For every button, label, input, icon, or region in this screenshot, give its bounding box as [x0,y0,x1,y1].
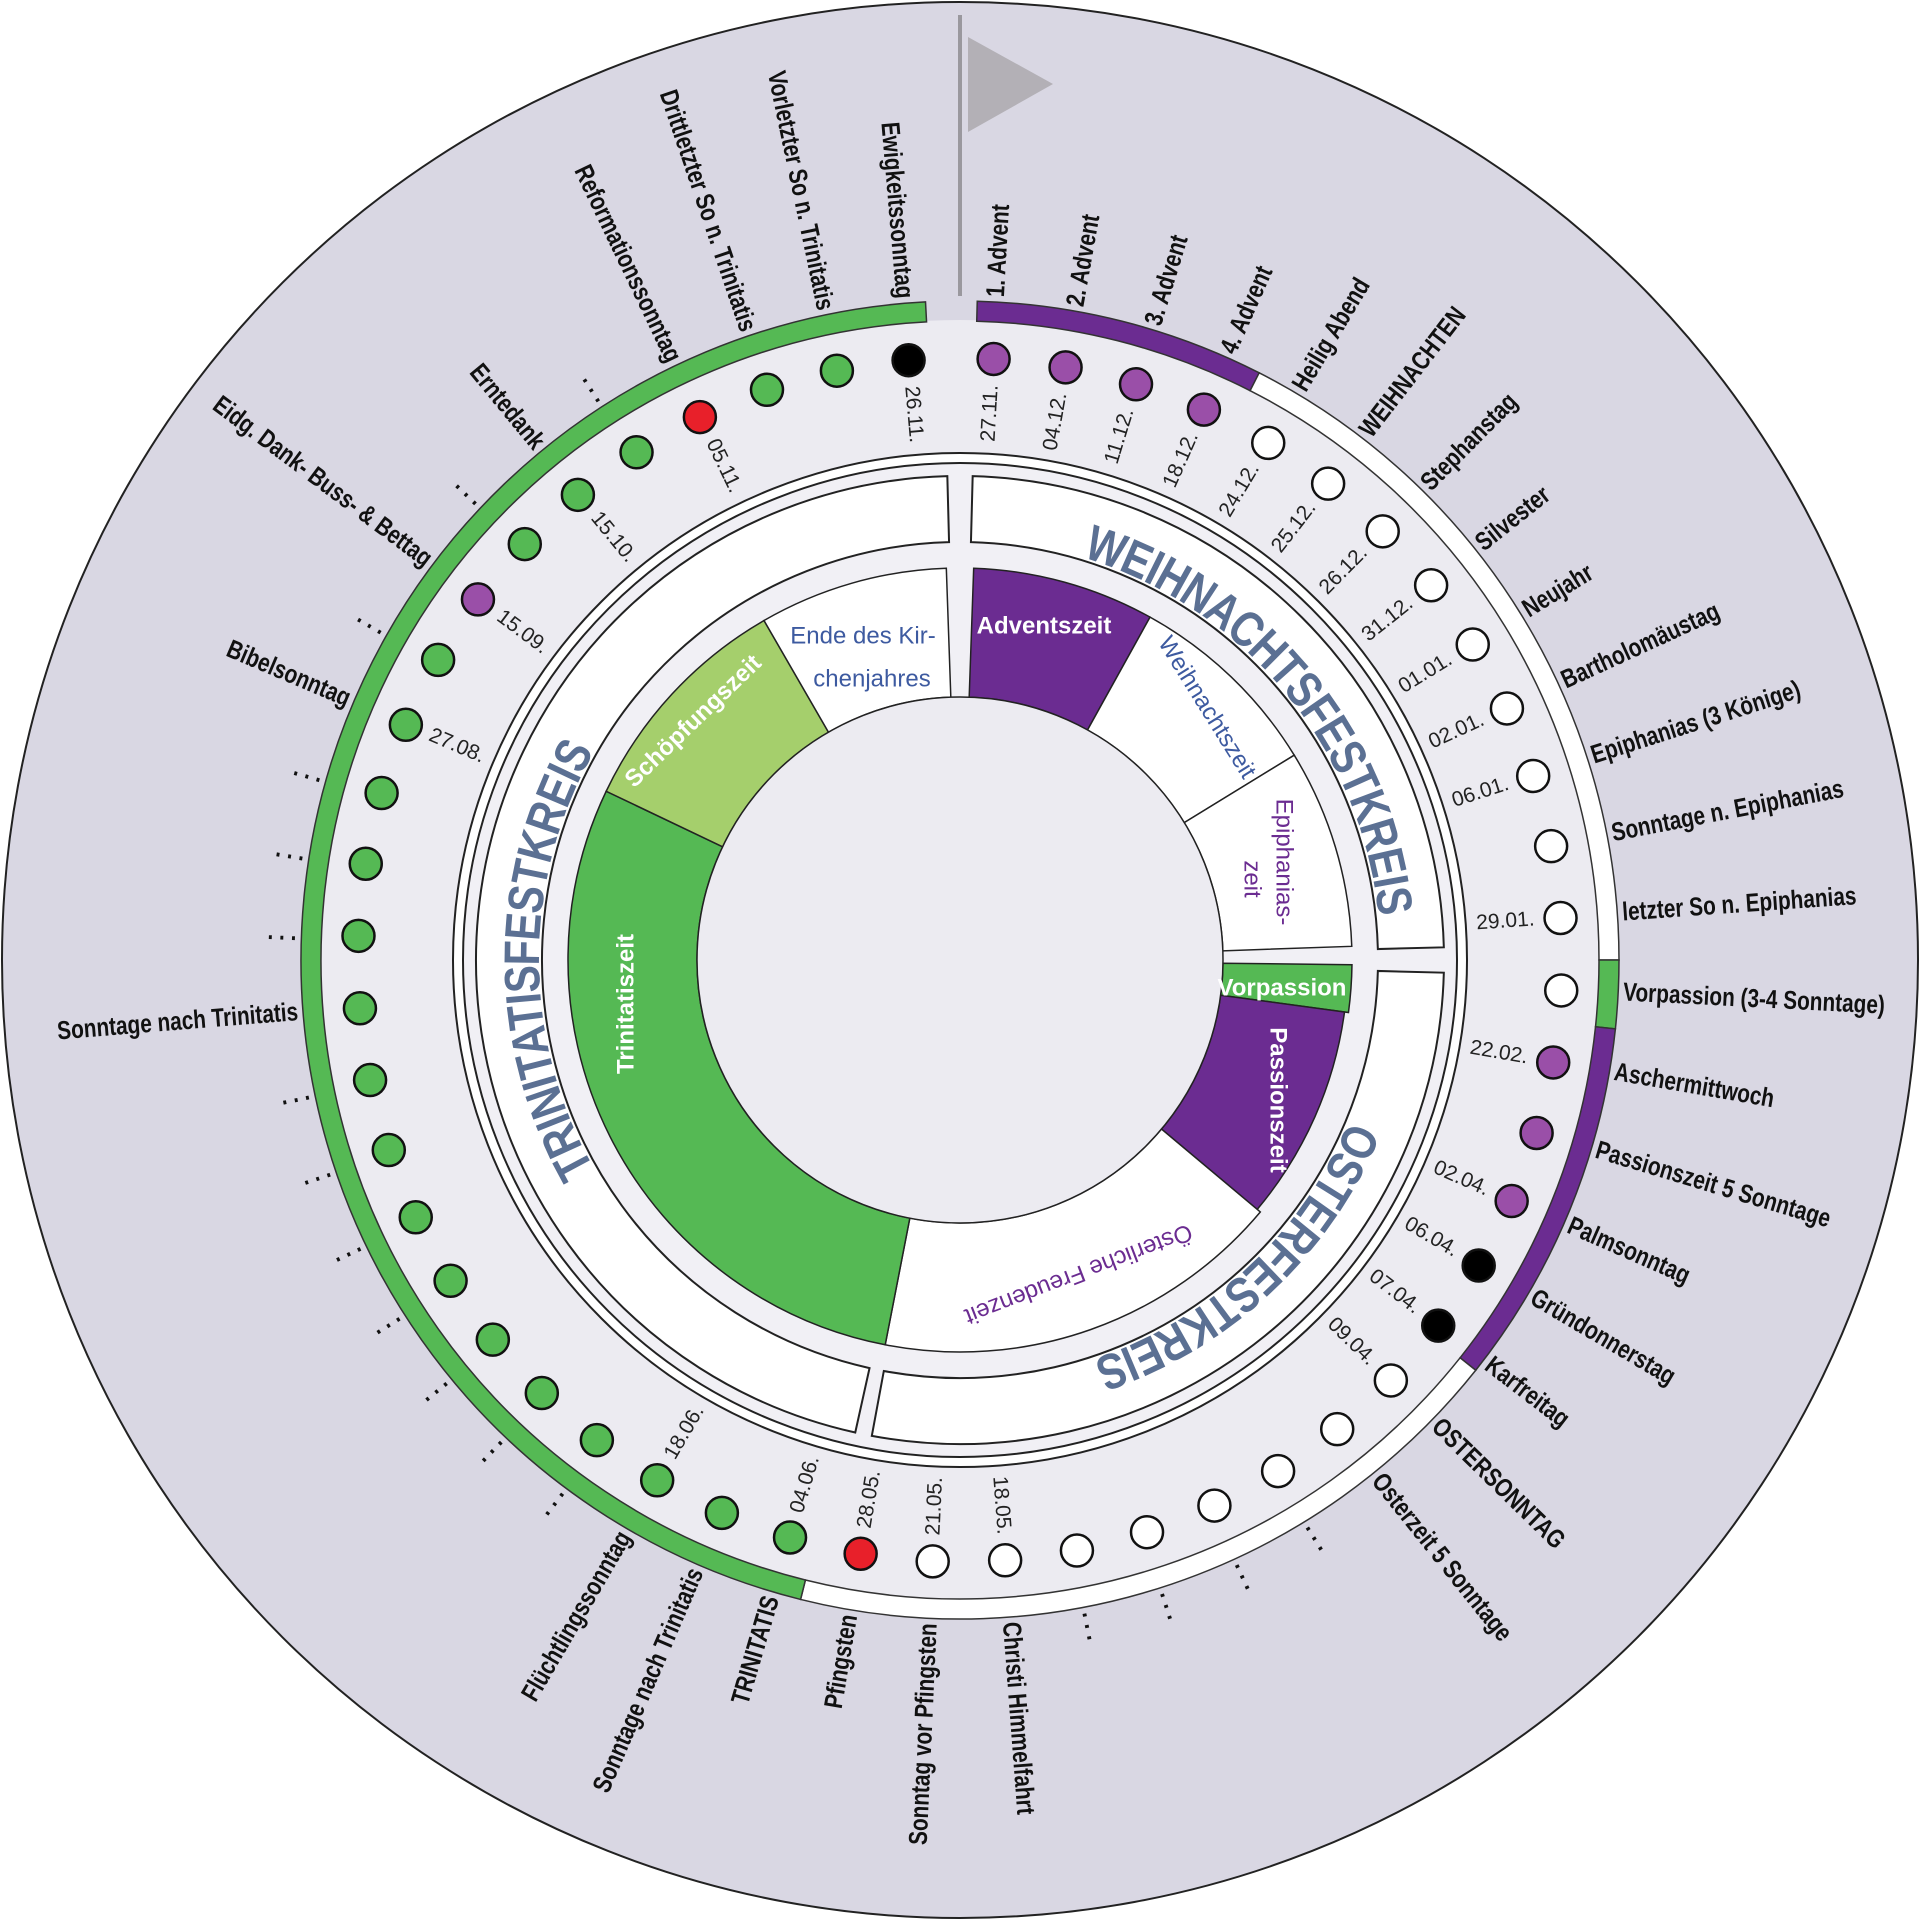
sunday-marker [342,991,378,1026]
sunday-marker [420,642,456,678]
sunday-marker [433,1263,468,1299]
sunday-marker [1059,1533,1095,1568]
sunday-label: 1. Advent [980,203,1015,298]
sunday-marker [1519,1115,1554,1151]
sunday-date: 27.11. [977,384,1003,442]
sunday-marker [1319,1411,1355,1447]
sunday-marker [579,1422,615,1458]
sunday-marker [1515,758,1551,794]
sunday-marker [1489,691,1525,726]
sunday-marker [639,1463,675,1498]
sunday-marker [772,1520,808,1555]
sunday-marker [475,1322,511,1357]
sunday-marker [341,918,376,954]
sunday-marker [398,1200,433,1235]
festkreis-box [969,475,1445,951]
sunday-marker [371,1132,407,1168]
sunday-marker [460,582,496,617]
sunday-label: . . . [1076,1608,1111,1642]
season-label: chenjahres [813,665,930,692]
sunday-marker [1535,1045,1571,1080]
sunday-marker [749,372,785,408]
season-label: Epiphanias- [1271,799,1298,926]
sunday-marker [1461,1248,1496,1283]
sunday-marker [507,526,543,562]
season-band [1594,959,1620,1030]
sunday-date: 18.05. [988,1475,1015,1535]
sunday-marker [891,342,926,378]
sunday-marker [1373,1363,1409,1398]
sunday-marker [987,1543,1023,1578]
season-label: zeit [1239,860,1266,898]
sunday-marker [348,846,383,882]
sunday-marker [1129,1514,1165,1550]
sunday-marker [1543,900,1578,936]
sunday-marker [1365,514,1400,549]
sunday-marker [843,1536,878,1571]
season-label: Trinitatiszeit [612,934,639,1074]
center-disc [696,696,1224,1224]
flag [968,37,1053,132]
sunday-marker [1197,1488,1232,1523]
sunday-marker [1420,1308,1456,1343]
sunday-label: . . . [274,832,307,866]
sunday-marker [1250,425,1286,461]
sunday-marker [915,1544,950,1579]
sunday-marker [819,353,855,388]
sunday-marker [619,435,654,470]
season-label: Vorpassion [1218,974,1347,1001]
sunday-marker [704,1495,740,1531]
sunday-marker [352,1062,388,1098]
sunday-marker [682,399,718,435]
sunday-label: . . . [278,1076,312,1111]
festkreis-box [474,475,951,1434]
sunday-marker [1118,367,1154,402]
sunday-marker [1260,1453,1296,1489]
season-label: Passionszeit [1265,1027,1292,1172]
sunday-marker [1494,1183,1529,1219]
sunday-marker [1455,627,1490,662]
season-label: Adventszeit [977,612,1112,639]
sunday-marker [1048,350,1083,385]
sunday-marker [976,341,1011,377]
sunday-label: . . . [267,915,297,946]
sunday-marker [364,775,399,811]
sunday-date: 26.11. [900,385,928,444]
sunday-marker [1310,466,1346,501]
sunday-date: 21.05. [921,1477,947,1536]
season-band [300,301,928,1601]
sunday-marker [560,477,596,513]
sunday-marker [524,1375,560,1411]
sunday-marker [1413,567,1449,603]
sunday-marker [388,707,424,743]
sunday-date: 29.01. [1475,907,1535,934]
sunday-marker [1186,392,1222,427]
sunday-marker [1533,828,1569,864]
sunday-marker [1543,973,1579,1008]
season-label: Ende des Kir- [790,622,935,649]
festkreis-box [870,969,1445,1445]
